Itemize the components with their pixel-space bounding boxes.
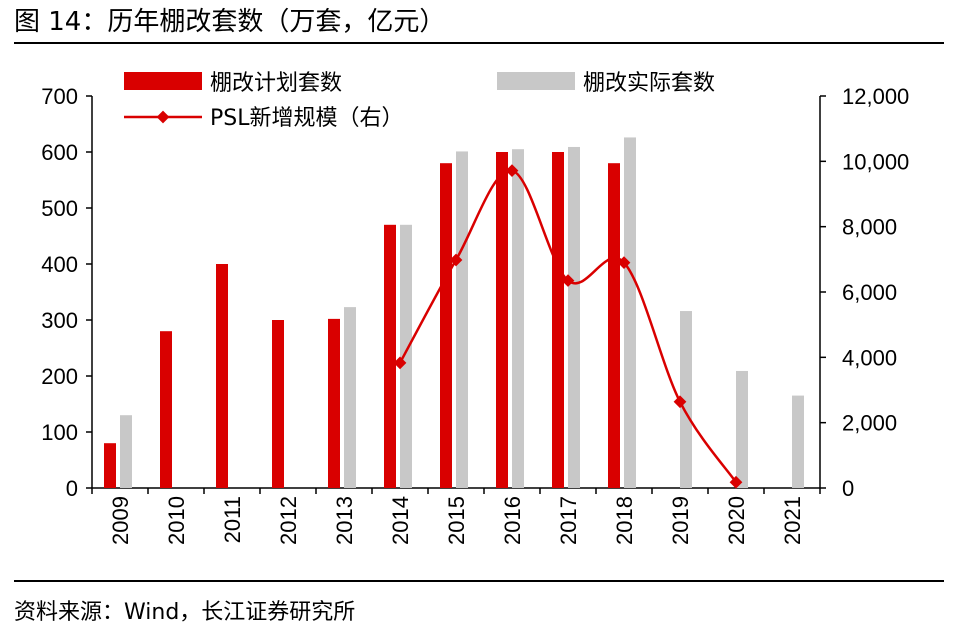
bar-actual bbox=[680, 311, 692, 488]
y-left-tick-label: 200 bbox=[41, 364, 78, 389]
y-left-tick-label: 300 bbox=[41, 308, 78, 333]
bar-actual bbox=[512, 149, 524, 488]
bar-plan bbox=[272, 320, 284, 488]
legend: 棚改计划套数 棚改实际套数 PSL新增规模（右） bbox=[124, 71, 715, 131]
bar-plan bbox=[384, 224, 396, 489]
bar-plan bbox=[496, 152, 508, 488]
x-tick-label: 2013 bbox=[332, 496, 357, 545]
x-tick-label: 2010 bbox=[164, 496, 189, 545]
bar-actual bbox=[568, 146, 580, 488]
y-right-tick-label: 0 bbox=[842, 476, 854, 501]
y-left-tick-label: 700 bbox=[41, 84, 78, 109]
bar-plan bbox=[104, 443, 116, 488]
legend-swatch-psl-marker bbox=[156, 110, 170, 124]
y-right-tick-label: 2,000 bbox=[842, 411, 897, 436]
bar-actual bbox=[120, 415, 132, 488]
x-tick-label: 2011 bbox=[220, 496, 245, 543]
legend-label-psl: PSL新增规模（右） bbox=[210, 106, 404, 131]
chart-title: 图 14：历年棚改套数（万套，亿元） bbox=[14, 7, 446, 37]
source-note: 资料来源：Wind，长江证券研究所 bbox=[14, 600, 356, 625]
bar-plan bbox=[440, 163, 452, 488]
y-left-tick-label: 500 bbox=[41, 196, 78, 221]
y-right-tick-label: 12,000 bbox=[842, 84, 909, 109]
bars-group bbox=[104, 137, 804, 489]
bar-plan bbox=[328, 318, 340, 488]
x-tick-label: 2017 bbox=[556, 496, 581, 545]
bar-actual bbox=[736, 370, 748, 488]
y-right-tick-label: 10,000 bbox=[842, 149, 909, 174]
axes-group: 0 100 200 300 400 500 600 700 0 2,000 4,000 6,000 8,… bbox=[41, 84, 909, 545]
legend-label-actual: 棚改实际套数 bbox=[583, 71, 715, 96]
y-right-tick-label: 8,000 bbox=[842, 215, 897, 240]
x-tick-label: 2020 bbox=[724, 496, 749, 545]
bar-actual bbox=[624, 137, 636, 488]
bar-plan bbox=[216, 264, 228, 488]
bar-actual bbox=[456, 151, 468, 488]
bar-actual bbox=[400, 224, 412, 489]
x-tick-label: 2014 bbox=[388, 496, 413, 545]
bar-actual bbox=[344, 307, 356, 488]
psl-point bbox=[393, 356, 407, 370]
y-left-tick-label: 100 bbox=[41, 420, 78, 445]
y-left-tick-label: 400 bbox=[41, 252, 78, 277]
source-rule bbox=[14, 580, 944, 582]
x-tick-label: 2018 bbox=[612, 496, 637, 545]
bar-actual bbox=[792, 395, 804, 488]
bar-plan bbox=[160, 331, 172, 488]
legend-label-plan: 棚改计划套数 bbox=[210, 71, 342, 96]
y-left-tick-label: 0 bbox=[66, 476, 78, 501]
legend-swatch-plan bbox=[124, 72, 202, 90]
title-rule bbox=[14, 42, 944, 44]
x-tick-label: 2016 bbox=[500, 496, 525, 545]
x-tick-label: 2009 bbox=[108, 496, 133, 545]
bar-plan bbox=[608, 163, 620, 488]
y-left-tick-label: 600 bbox=[41, 140, 78, 165]
legend-swatch-actual bbox=[497, 72, 575, 90]
y-right-tick-label: 6,000 bbox=[842, 280, 897, 305]
y-right-tick-label: 4,000 bbox=[842, 345, 897, 370]
x-tick-label: 2012 bbox=[276, 496, 301, 545]
x-tick-label: 2019 bbox=[668, 496, 693, 545]
bar-plan bbox=[552, 152, 564, 488]
x-tick-label: 2021 bbox=[780, 496, 805, 545]
x-tick-label: 2015 bbox=[444, 496, 469, 545]
